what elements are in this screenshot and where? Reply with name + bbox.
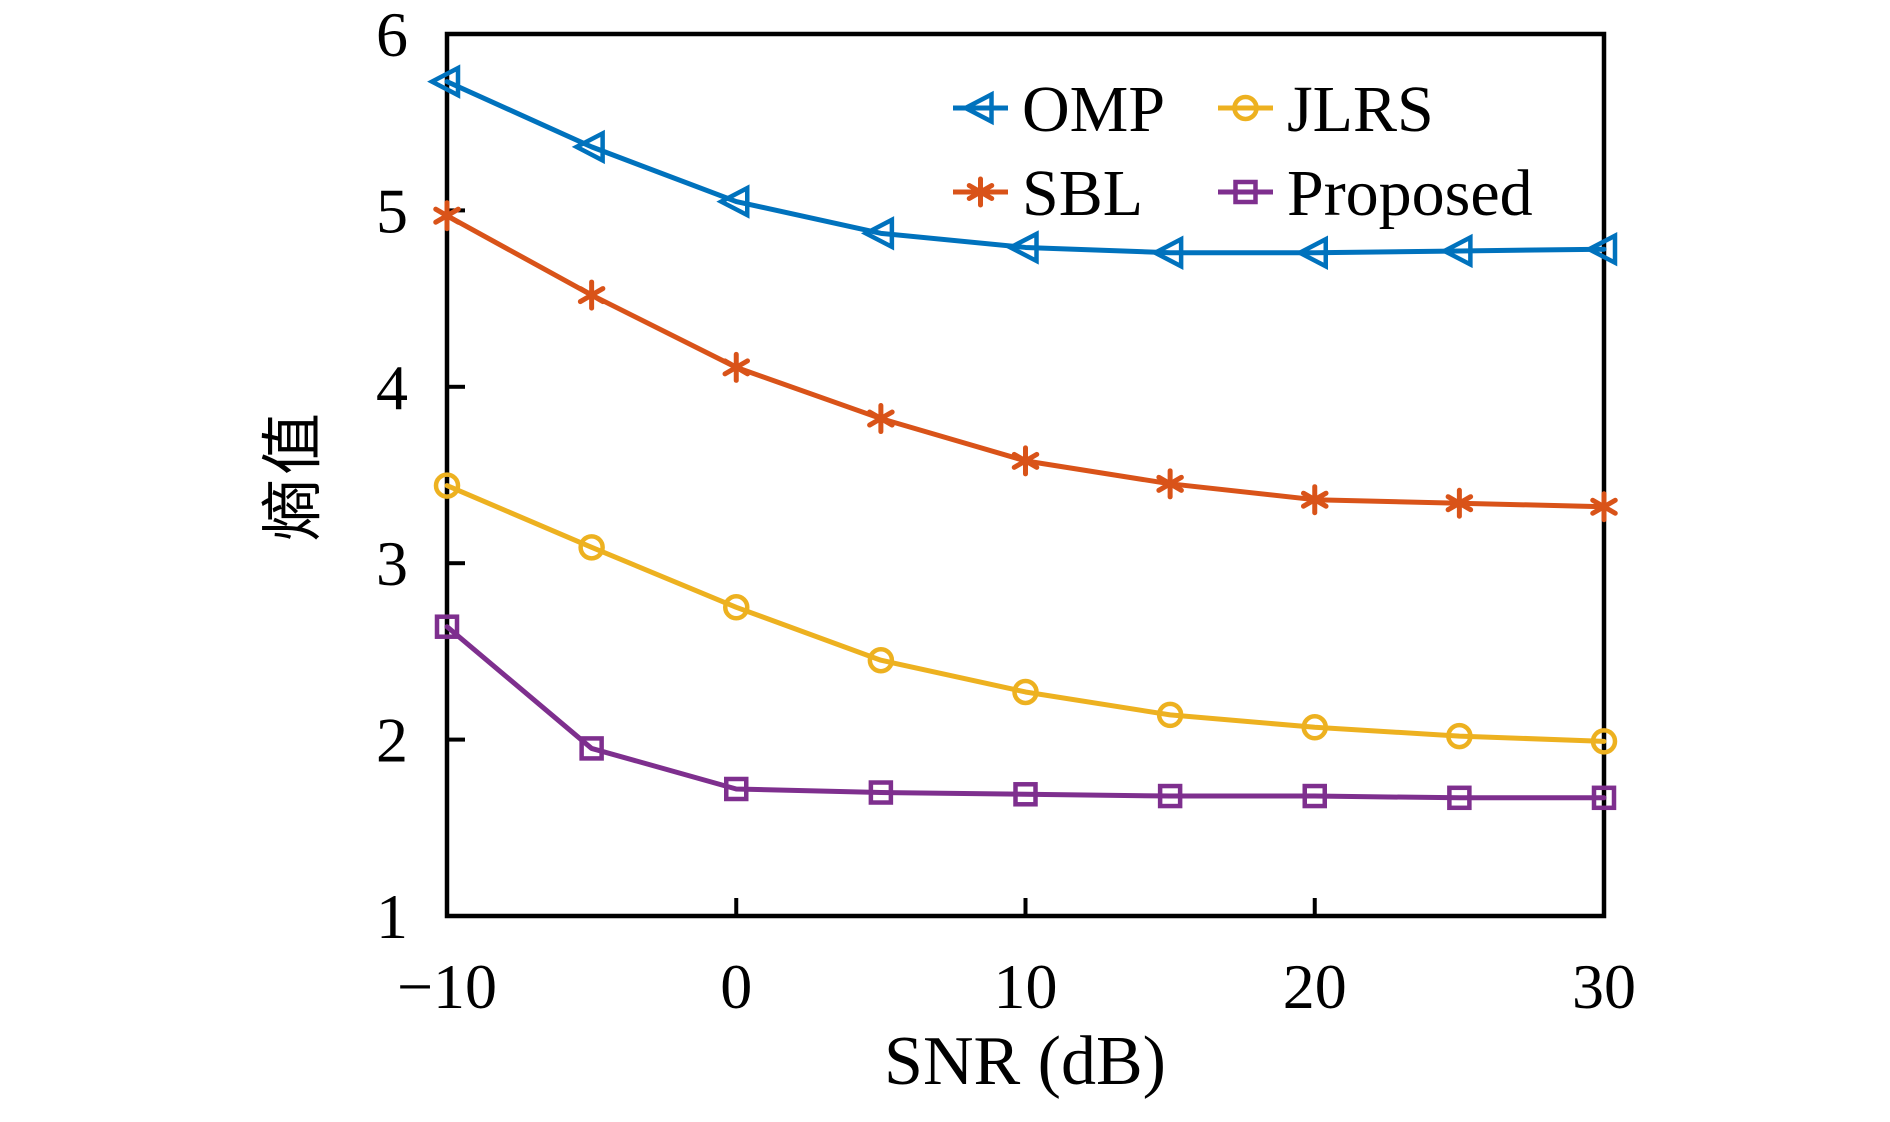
axis-ticks [449,208,1317,914]
y-tick-label: 2 [376,705,408,776]
series-jlrs [433,472,1618,755]
triangle-left-marker [571,129,605,165]
circle-marker [433,472,461,499]
legend-label: SBL [1022,157,1143,230]
circle-marker [867,646,895,674]
x-tick-label: 10 [994,951,1058,1022]
legend-item-proposed: Proposed [1218,157,1533,230]
triangle-left-marker [1584,232,1618,267]
square-marker [1447,785,1472,811]
square-marker [579,736,604,761]
legend-item-omp: OMP [953,73,1165,146]
asterisk-marker [966,176,995,208]
y-tick-label: 3 [376,528,408,599]
square-marker [868,780,894,805]
triangle-left-marker [1005,230,1039,265]
asterisk-marker [867,403,895,435]
square-marker [434,614,460,639]
circle-marker [1232,94,1259,122]
asterisk-marker [1590,491,1618,523]
asterisk-marker [1156,468,1184,500]
circle-marker [1590,728,1618,755]
y-tick-label: 5 [376,175,408,246]
triangle-left-marker [1439,233,1473,269]
series-line-omp [444,79,1607,256]
square-marker [1157,783,1183,809]
legend-item-jlrs: JLRS [1218,73,1434,146]
circle-marker [1012,678,1039,706]
series-omp [427,64,1618,270]
series-line-jlrs [444,483,1607,744]
series-line-proposed [444,624,1607,801]
circle-marker [723,594,750,621]
asterisk-marker [722,351,751,383]
asterisk-marker [577,279,606,311]
circle-marker [578,534,605,561]
triangle-left-marker [1294,235,1328,270]
x-tick-label: 30 [1572,951,1636,1022]
x-tick-label: 0 [720,951,752,1022]
square-marker [1013,782,1038,807]
asterisk-marker [433,200,461,232]
legend-item-sbl: SBL [953,157,1143,230]
series-proposed [434,614,1617,811]
asterisk-marker [1445,487,1474,519]
y-tick-label: 4 [376,352,408,423]
triangle-left-marker [716,184,750,219]
y-tick-label: 6 [376,0,408,70]
series-sbl [433,200,1618,523]
legend-label: OMP [1022,73,1165,146]
square-marker [724,776,749,802]
square-marker [1302,783,1327,809]
circle-marker [1301,714,1328,741]
triangle-left-marker [860,216,895,251]
square-marker [1591,785,1617,811]
circle-marker [1446,722,1473,750]
square-marker [1233,179,1258,205]
triangle-left-marker [427,64,461,99]
triangle-left-marker [960,90,994,126]
asterisk-marker [1011,445,1040,477]
legend-label: JLRS [1287,73,1434,146]
x-tick-label: −10 [397,951,497,1022]
legend-label: Proposed [1287,157,1533,230]
x-axis-label: SNR (dB) [884,1023,1166,1100]
legend: OMP SBL JLRS Proposed [953,73,1533,230]
y-tick-label: 1 [376,881,408,952]
x-tick-label: 20 [1283,951,1347,1022]
asterisk-marker [1300,484,1329,516]
triangle-left-marker [1150,235,1184,270]
tick-labels: −10 0 10 20 30 1 2 3 4 5 6 [376,0,1636,1022]
circle-marker [1156,701,1184,729]
y-axis-label: 熵值 [260,408,328,542]
